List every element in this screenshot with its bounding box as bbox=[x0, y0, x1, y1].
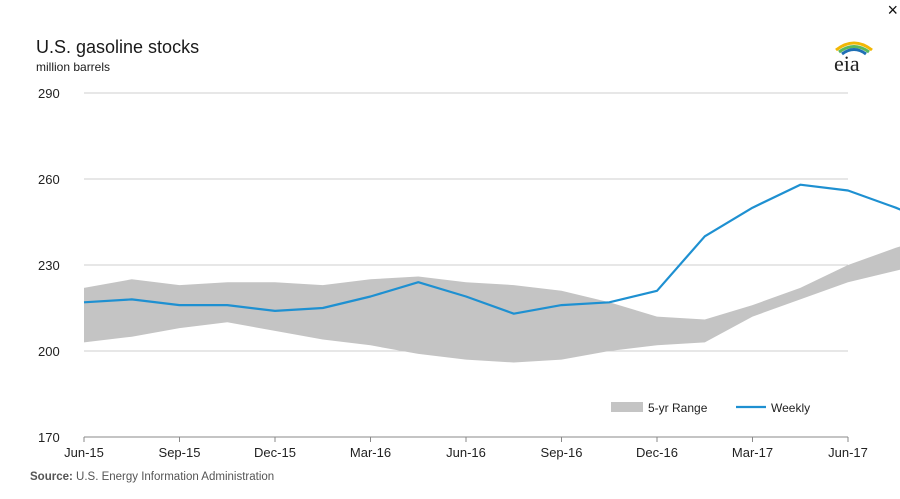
eia-logo: eia bbox=[826, 36, 882, 76]
close-icon[interactable]: × bbox=[887, 0, 898, 20]
legend-swatch-5yr-range bbox=[611, 402, 643, 412]
legend-label-weekly: Weekly bbox=[771, 401, 810, 415]
eia-logo-text: eia bbox=[834, 51, 860, 76]
chart-title: U.S. gasoline stocks bbox=[36, 37, 200, 57]
x-tick-label: Dec-15 bbox=[254, 445, 296, 460]
x-tick-label: Sep-16 bbox=[541, 445, 583, 460]
y-tick-label: 170 bbox=[38, 430, 60, 445]
x-tick-label: Jun-16 bbox=[446, 445, 486, 460]
x-tick-label: Jun-15 bbox=[64, 445, 104, 460]
y-tick-label: 290 bbox=[38, 86, 60, 101]
y-tick-label: 260 bbox=[38, 172, 60, 187]
x-tick-label: Sep-15 bbox=[159, 445, 201, 460]
source-note: Source: U.S. Energy Information Administ… bbox=[30, 471, 274, 483]
series-5yr-range-band bbox=[84, 246, 900, 363]
y-tick-label: 200 bbox=[38, 344, 60, 359]
source-text: U.S. Energy Information Administration bbox=[72, 471, 275, 483]
legend-label-5yr-range: 5-yr Range bbox=[648, 401, 708, 415]
x-tick-label: Mar-17 bbox=[732, 445, 773, 460]
x-tick-label: Jun-17 bbox=[828, 445, 868, 460]
source-label: Source: bbox=[30, 471, 73, 483]
chart-subtitle: million barrels bbox=[36, 60, 111, 74]
y-tick-label: 230 bbox=[38, 258, 60, 273]
x-tick-label: Mar-16 bbox=[350, 445, 391, 460]
x-tick-label: Dec-16 bbox=[636, 445, 678, 460]
series-weekly-line bbox=[83, 183, 900, 315]
